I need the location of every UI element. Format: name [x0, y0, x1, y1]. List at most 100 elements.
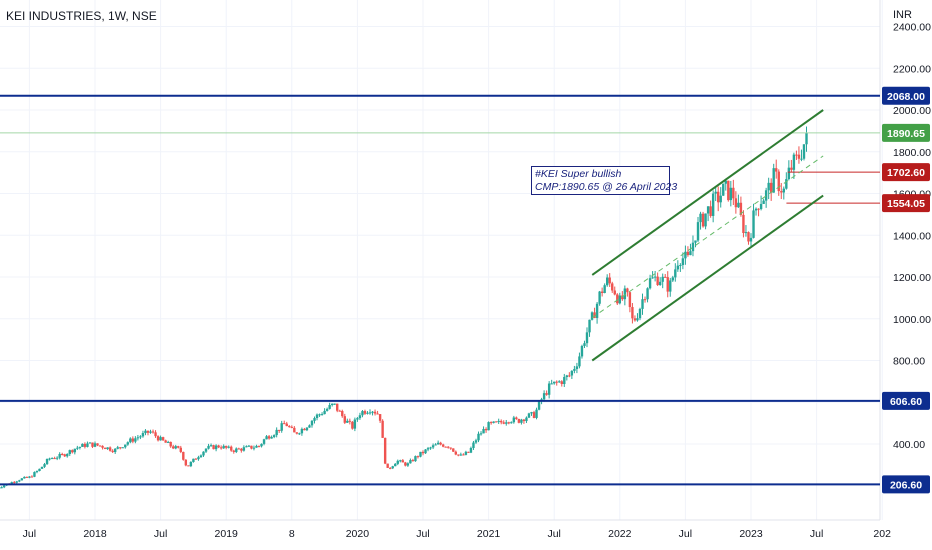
candle-body	[48, 458, 51, 460]
candle-body	[240, 448, 243, 451]
last-price-label: 1890.65	[887, 128, 925, 140]
candle-body	[704, 213, 707, 227]
candle-body	[346, 420, 349, 423]
candle-body	[257, 445, 261, 447]
candle-body	[91, 442, 94, 447]
candle-body	[141, 433, 145, 437]
candle-body	[570, 370, 574, 376]
candle-body	[792, 154, 796, 170]
candle-body	[651, 277, 654, 279]
candle-body	[489, 422, 493, 424]
candle-body	[691, 242, 695, 252]
candle-body	[780, 191, 783, 193]
candle-body	[605, 277, 609, 286]
candle-body	[161, 437, 165, 441]
candle-body	[83, 443, 87, 447]
candle-body	[43, 464, 46, 467]
candle-body	[219, 447, 223, 449]
candle-body	[795, 154, 798, 156]
candle-body	[775, 168, 778, 172]
candle-body	[283, 423, 286, 425]
candle-body	[424, 449, 427, 454]
candle-body	[782, 188, 785, 193]
candle-body	[724, 180, 727, 184]
candle-body	[93, 443, 97, 447]
candle-body	[368, 412, 372, 414]
candle-body	[421, 451, 425, 454]
candle-body	[767, 182, 770, 191]
candle-body	[20, 478, 24, 481]
x-tick-label: 202	[873, 528, 891, 540]
candle-body	[618, 295, 621, 304]
candle-body	[323, 410, 326, 415]
candle-body	[580, 345, 584, 357]
x-tick-label: Jul	[810, 528, 823, 540]
level-price-label: 206.60	[890, 479, 922, 491]
candle-body	[310, 420, 314, 426]
y-tick-label: 1400.00	[893, 230, 931, 242]
candle-body	[351, 421, 354, 429]
x-tick-label: Jul	[679, 528, 692, 540]
candle-body	[300, 428, 304, 434]
marked-level-price-label: 1702.60	[887, 167, 925, 179]
candle-body	[154, 432, 157, 437]
candle-body	[111, 450, 114, 453]
candle-body	[235, 448, 238, 452]
candle-body	[401, 460, 405, 463]
candle-body	[648, 278, 652, 289]
level-price-label-bg	[882, 475, 930, 494]
y-tick-label: 400.00	[893, 439, 925, 451]
candle-body	[50, 458, 54, 460]
candle-body	[626, 288, 629, 293]
candle-body	[353, 419, 357, 429]
level-price-label: 2068.00	[887, 91, 925, 103]
candle-body	[30, 476, 34, 478]
candle-body	[275, 429, 278, 436]
candle-body	[643, 299, 647, 301]
candle-body	[542, 393, 546, 400]
candle-body	[285, 423, 288, 427]
candle-body	[366, 412, 369, 414]
candle-body	[204, 448, 208, 452]
candle-body	[772, 168, 775, 193]
y-tick-label: 1000.00	[893, 314, 931, 326]
candle-body	[717, 191, 720, 203]
candle-body	[373, 411, 377, 414]
candle-body	[805, 132, 808, 145]
candle-body	[447, 446, 450, 448]
candle-body	[658, 281, 662, 286]
candle-body	[515, 417, 518, 420]
candle-body	[116, 447, 119, 449]
candle-body	[13, 482, 16, 484]
candle-body	[426, 448, 430, 450]
candle-body	[270, 437, 273, 439]
y-tick-label: 1200.00	[893, 272, 931, 284]
annotation-box[interactable]: #KEI Super bullish CMP:1890.65 @ 26 Apri…	[531, 166, 677, 195]
candle-body	[247, 445, 251, 447]
candle-body	[706, 206, 710, 214]
candle-body	[573, 368, 576, 371]
candle-body	[15, 481, 18, 483]
candle-body	[535, 409, 538, 418]
candle-body	[18, 480, 21, 482]
candle-body	[265, 436, 268, 440]
candle-body	[545, 393, 548, 395]
x-tick-label: 2018	[83, 528, 107, 540]
candle-body	[194, 458, 198, 460]
candle-body	[149, 431, 152, 433]
candle-body	[245, 446, 248, 448]
candle-body	[348, 420, 352, 422]
candle-body	[762, 200, 765, 204]
candle-body	[330, 403, 334, 406]
channel-upper-line	[591, 109, 824, 276]
candle-body	[202, 451, 205, 456]
candle-body	[58, 453, 61, 458]
candle-body	[33, 472, 36, 477]
candle-body	[638, 308, 642, 319]
candle-body	[759, 203, 763, 210]
candle-body	[386, 463, 389, 468]
candle-body	[338, 410, 341, 412]
candle-body	[431, 445, 435, 448]
